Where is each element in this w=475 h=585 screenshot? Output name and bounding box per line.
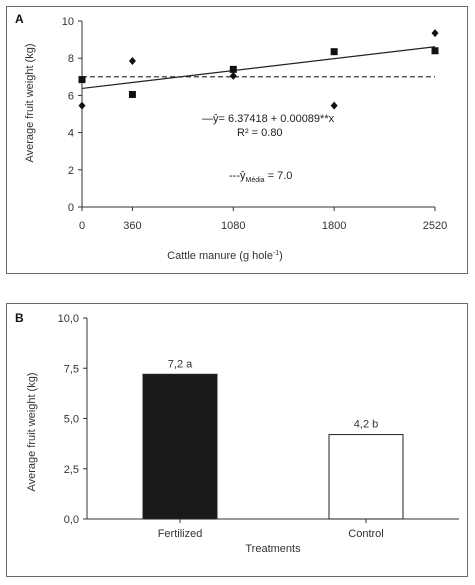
data-point-diamond [78, 101, 86, 110]
data-point-diamond [128, 56, 136, 65]
data-point-diamond [330, 101, 338, 110]
data-label: 7,2 a [168, 358, 193, 370]
r-squared-label: R² = 0.80 [237, 127, 283, 139]
y-tick-label: 2 [68, 165, 74, 177]
regression-line [81, 46, 436, 90]
data-label: 4,2 b [354, 419, 378, 431]
category-label: Fertilized [158, 528, 203, 540]
bar-chart: B 0,0 2,5 5,0 7,5 10,0 7,2 a Fertilized 4,2 b C… [15, 311, 459, 555]
bar-control [328, 434, 404, 520]
data-point-square [229, 65, 237, 73]
regression-equation: —ŷ= 6.37418 + 0.00089**x [202, 113, 335, 125]
data-point-square [330, 48, 338, 56]
y-tick-label: 8 [68, 53, 74, 65]
y-tick-label: 5,0 [64, 414, 79, 426]
data-point-square [128, 90, 136, 98]
panel-b: B 0,0 2,5 5,0 7,5 10,0 7,2 a Fertilized 4,2 b C… [6, 303, 468, 577]
y-tick-label: 6 [68, 90, 74, 102]
y-tick-label: 10 [62, 16, 74, 28]
y-axis-label: Average fruit weight (kg) [24, 43, 36, 162]
y-axis-label: Average fruit weight (kg) [26, 372, 38, 491]
x-tick-label: 0 [79, 220, 85, 232]
x-axis-label: Treatments [245, 543, 301, 555]
x-tick-label: 360 [123, 220, 141, 232]
y-tick-label: 7,5 [64, 363, 79, 375]
data-point-diamond [431, 29, 439, 38]
data-point-diamond [229, 71, 237, 80]
y-tick-label: 2,5 [64, 464, 79, 476]
x-tick-label: 1800 [322, 220, 346, 232]
data-point-square [431, 47, 439, 55]
y-tick-label: 4 [68, 128, 74, 140]
x-axis-label: Cattle manure (g hole-1) [167, 250, 283, 262]
panel-a: A 0 2 4 6 8 10 0 360 1080 1800 2520 —ŷ= 6.37418 +… [6, 6, 468, 274]
x-tick-label: 2520 [423, 220, 447, 232]
y-tick-label: 0 [68, 202, 74, 214]
panel-label-a: A [15, 12, 24, 26]
bar-fertilized [142, 373, 218, 520]
category-label: Control [348, 528, 383, 540]
data-point-square [78, 76, 86, 84]
mean-label: ---ŷMédia = 7.0 [229, 170, 292, 184]
y-tick-label: 0,0 [64, 514, 79, 526]
x-tick-label: 1080 [221, 220, 245, 232]
panel-label-b: B [15, 311, 24, 325]
y-tick-label: 10,0 [58, 313, 79, 325]
scatter-chart: A 0 2 4 6 8 10 0 360 1080 1800 2520 —ŷ= 6.37418 +… [15, 12, 447, 262]
